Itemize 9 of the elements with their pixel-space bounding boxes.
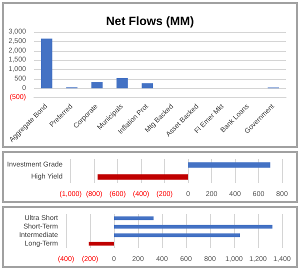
chart-title: Net Flows (MM) [106,14,194,28]
bar [88,242,114,246]
bar [40,38,52,88]
bar [142,83,154,88]
bar [114,224,272,229]
bar [114,216,154,220]
bar [116,78,128,88]
bar [91,82,103,88]
bar [114,233,240,238]
